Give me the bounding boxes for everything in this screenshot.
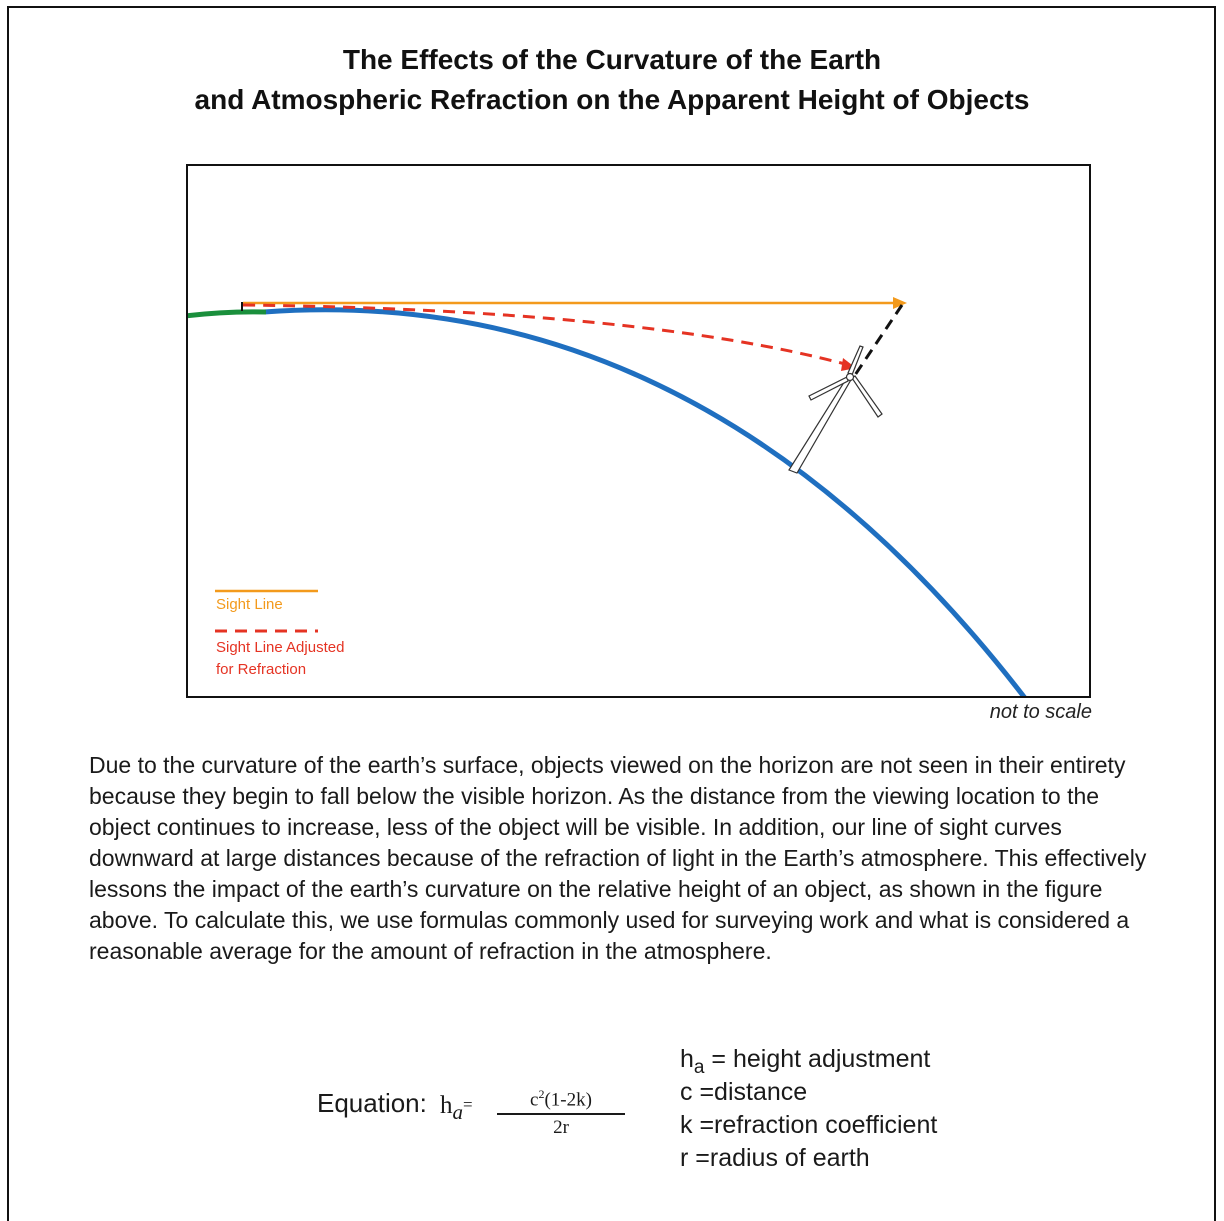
variable-h-text: = height adjustment bbox=[704, 1045, 931, 1073]
curvature-diagram: Sight Line Sight Line Adjusted for Refra… bbox=[186, 164, 1091, 698]
equation-fraction: c2(1-2k) 2r bbox=[497, 1083, 625, 1138]
turbine-hub bbox=[845, 372, 855, 382]
numerator-exponent: 2 bbox=[538, 1087, 545, 1101]
title-line-2: and Atmospheric Refraction on the Appare… bbox=[194, 84, 1030, 115]
title-line-1: The Effects of the Curvature of the Eart… bbox=[342, 44, 882, 75]
observer-ground-arc bbox=[187, 309, 267, 319]
variable-k-definition: k =refraction coefficient bbox=[680, 1111, 938, 1139]
diagram-frame bbox=[186, 164, 1091, 698]
description-paragraph: Due to the curvature of the earth’s surf… bbox=[89, 752, 1147, 964]
variable-r-definition: r =radius of earth bbox=[680, 1144, 870, 1172]
legend: Sight Line Sight Line Adjusted for Refra… bbox=[215, 589, 344, 678]
numerator-base: c bbox=[530, 1089, 539, 1111]
sight-line-arrowhead bbox=[893, 297, 907, 309]
turbine-blade-right bbox=[851, 375, 883, 418]
equation-lhs-var: h bbox=[440, 1092, 453, 1119]
legend-refracted-line-label-2: for Refraction bbox=[216, 661, 306, 678]
legend-refracted-line-label-1: Sight Line Adjusted bbox=[216, 639, 344, 656]
not-to-scale-note: not to scale bbox=[989, 701, 1092, 723]
variable-h-sub: a bbox=[693, 1057, 705, 1078]
equation-denominator: 2r bbox=[553, 1117, 569, 1139]
equation-label: Equation: bbox=[317, 1088, 427, 1118]
variable-h-definition: ha = height adjustment bbox=[680, 1045, 931, 1078]
refracted-sight-line bbox=[242, 303, 846, 366]
numerator-rest: (1-2k) bbox=[544, 1089, 592, 1111]
variable-h-symbol: h bbox=[680, 1045, 694, 1073]
equation-lhs-sub: a bbox=[452, 1100, 464, 1124]
equation-lhs: ha= bbox=[440, 1092, 473, 1124]
wind-turbine bbox=[788, 345, 883, 474]
variable-c-definition: c =distance bbox=[680, 1078, 808, 1106]
equation-numerator: c2(1-2k) bbox=[497, 1083, 625, 1111]
page-frame bbox=[7, 6, 1216, 1221]
fraction-bar bbox=[497, 1113, 625, 1116]
equation-equals: = bbox=[463, 1095, 473, 1114]
legend-sight-line-label: Sight Line bbox=[216, 596, 283, 613]
earth-surface-arc bbox=[263, 307, 1028, 697]
hidden-height-line bbox=[853, 304, 904, 376]
turbine-blade-up bbox=[847, 345, 864, 376]
